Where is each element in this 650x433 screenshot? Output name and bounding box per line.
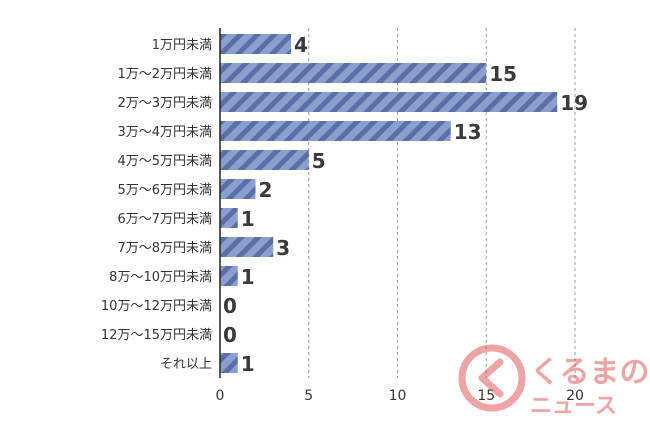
x-tick-label: 0 [216, 388, 225, 404]
value-label: 19 [560, 91, 588, 115]
x-tick-label: 5 [304, 388, 313, 404]
value-label: 1 [241, 352, 255, 376]
value-label: 3 [276, 236, 290, 260]
value-label: 13 [454, 120, 482, 144]
category-label: 6万～7万円未満 [117, 212, 212, 227]
category-label: 10万～12万円未満 [101, 299, 212, 314]
logo-circle-icon [458, 344, 526, 412]
logo-text-bottom: ニュース [530, 394, 617, 419]
category-label: 1万円未満 [152, 38, 212, 53]
x-tick-label: 15 [477, 388, 495, 404]
bar [220, 92, 558, 112]
x-tick-label: 20 [566, 388, 584, 404]
bar [220, 353, 238, 373]
category-label: 2万～3万円未満 [117, 96, 212, 111]
value-label: 0 [223, 323, 237, 347]
watermark-logo: くるまの ニュース [458, 344, 649, 419]
value-label: 2 [259, 178, 273, 202]
value-label: 15 [489, 62, 517, 86]
value-label: 1 [241, 207, 255, 231]
bar [220, 208, 238, 228]
category-label: 3万～4万円未満 [117, 125, 212, 140]
value-label: 5 [312, 149, 326, 173]
grid-lines [308, 28, 576, 378]
category-label: 5万～6万円未満 [117, 183, 212, 198]
logo-text-top: くるまの [530, 355, 649, 390]
value-label: 4 [294, 33, 308, 57]
x-tick-label: 10 [389, 388, 407, 404]
value-label: 1 [241, 265, 255, 289]
bar [220, 150, 309, 170]
category-label: 7万～8万円未満 [117, 241, 212, 256]
category-label: それ以上 [160, 357, 212, 372]
bar [220, 63, 487, 83]
bar [220, 34, 291, 54]
bar [220, 121, 451, 141]
value-label: 0 [223, 294, 237, 318]
category-labels: 1万円未満 1万～2万円未満 2万～3万円未満 3万～4万円未満 4万～5万円未満 5万～… [101, 38, 212, 372]
category-label: 8万～10万円未満 [109, 270, 212, 285]
bars [220, 34, 558, 373]
bar [220, 179, 256, 199]
category-label: 4万～5万円未満 [117, 154, 212, 169]
x-tick-labels: 0 5 10 15 20 [216, 388, 584, 404]
category-label: 1万～2万円未満 [117, 67, 212, 82]
logo-chevron-icon [478, 358, 504, 398]
bar [220, 237, 274, 257]
bar [220, 266, 238, 286]
category-label: 12万～15万円未満 [101, 328, 212, 343]
